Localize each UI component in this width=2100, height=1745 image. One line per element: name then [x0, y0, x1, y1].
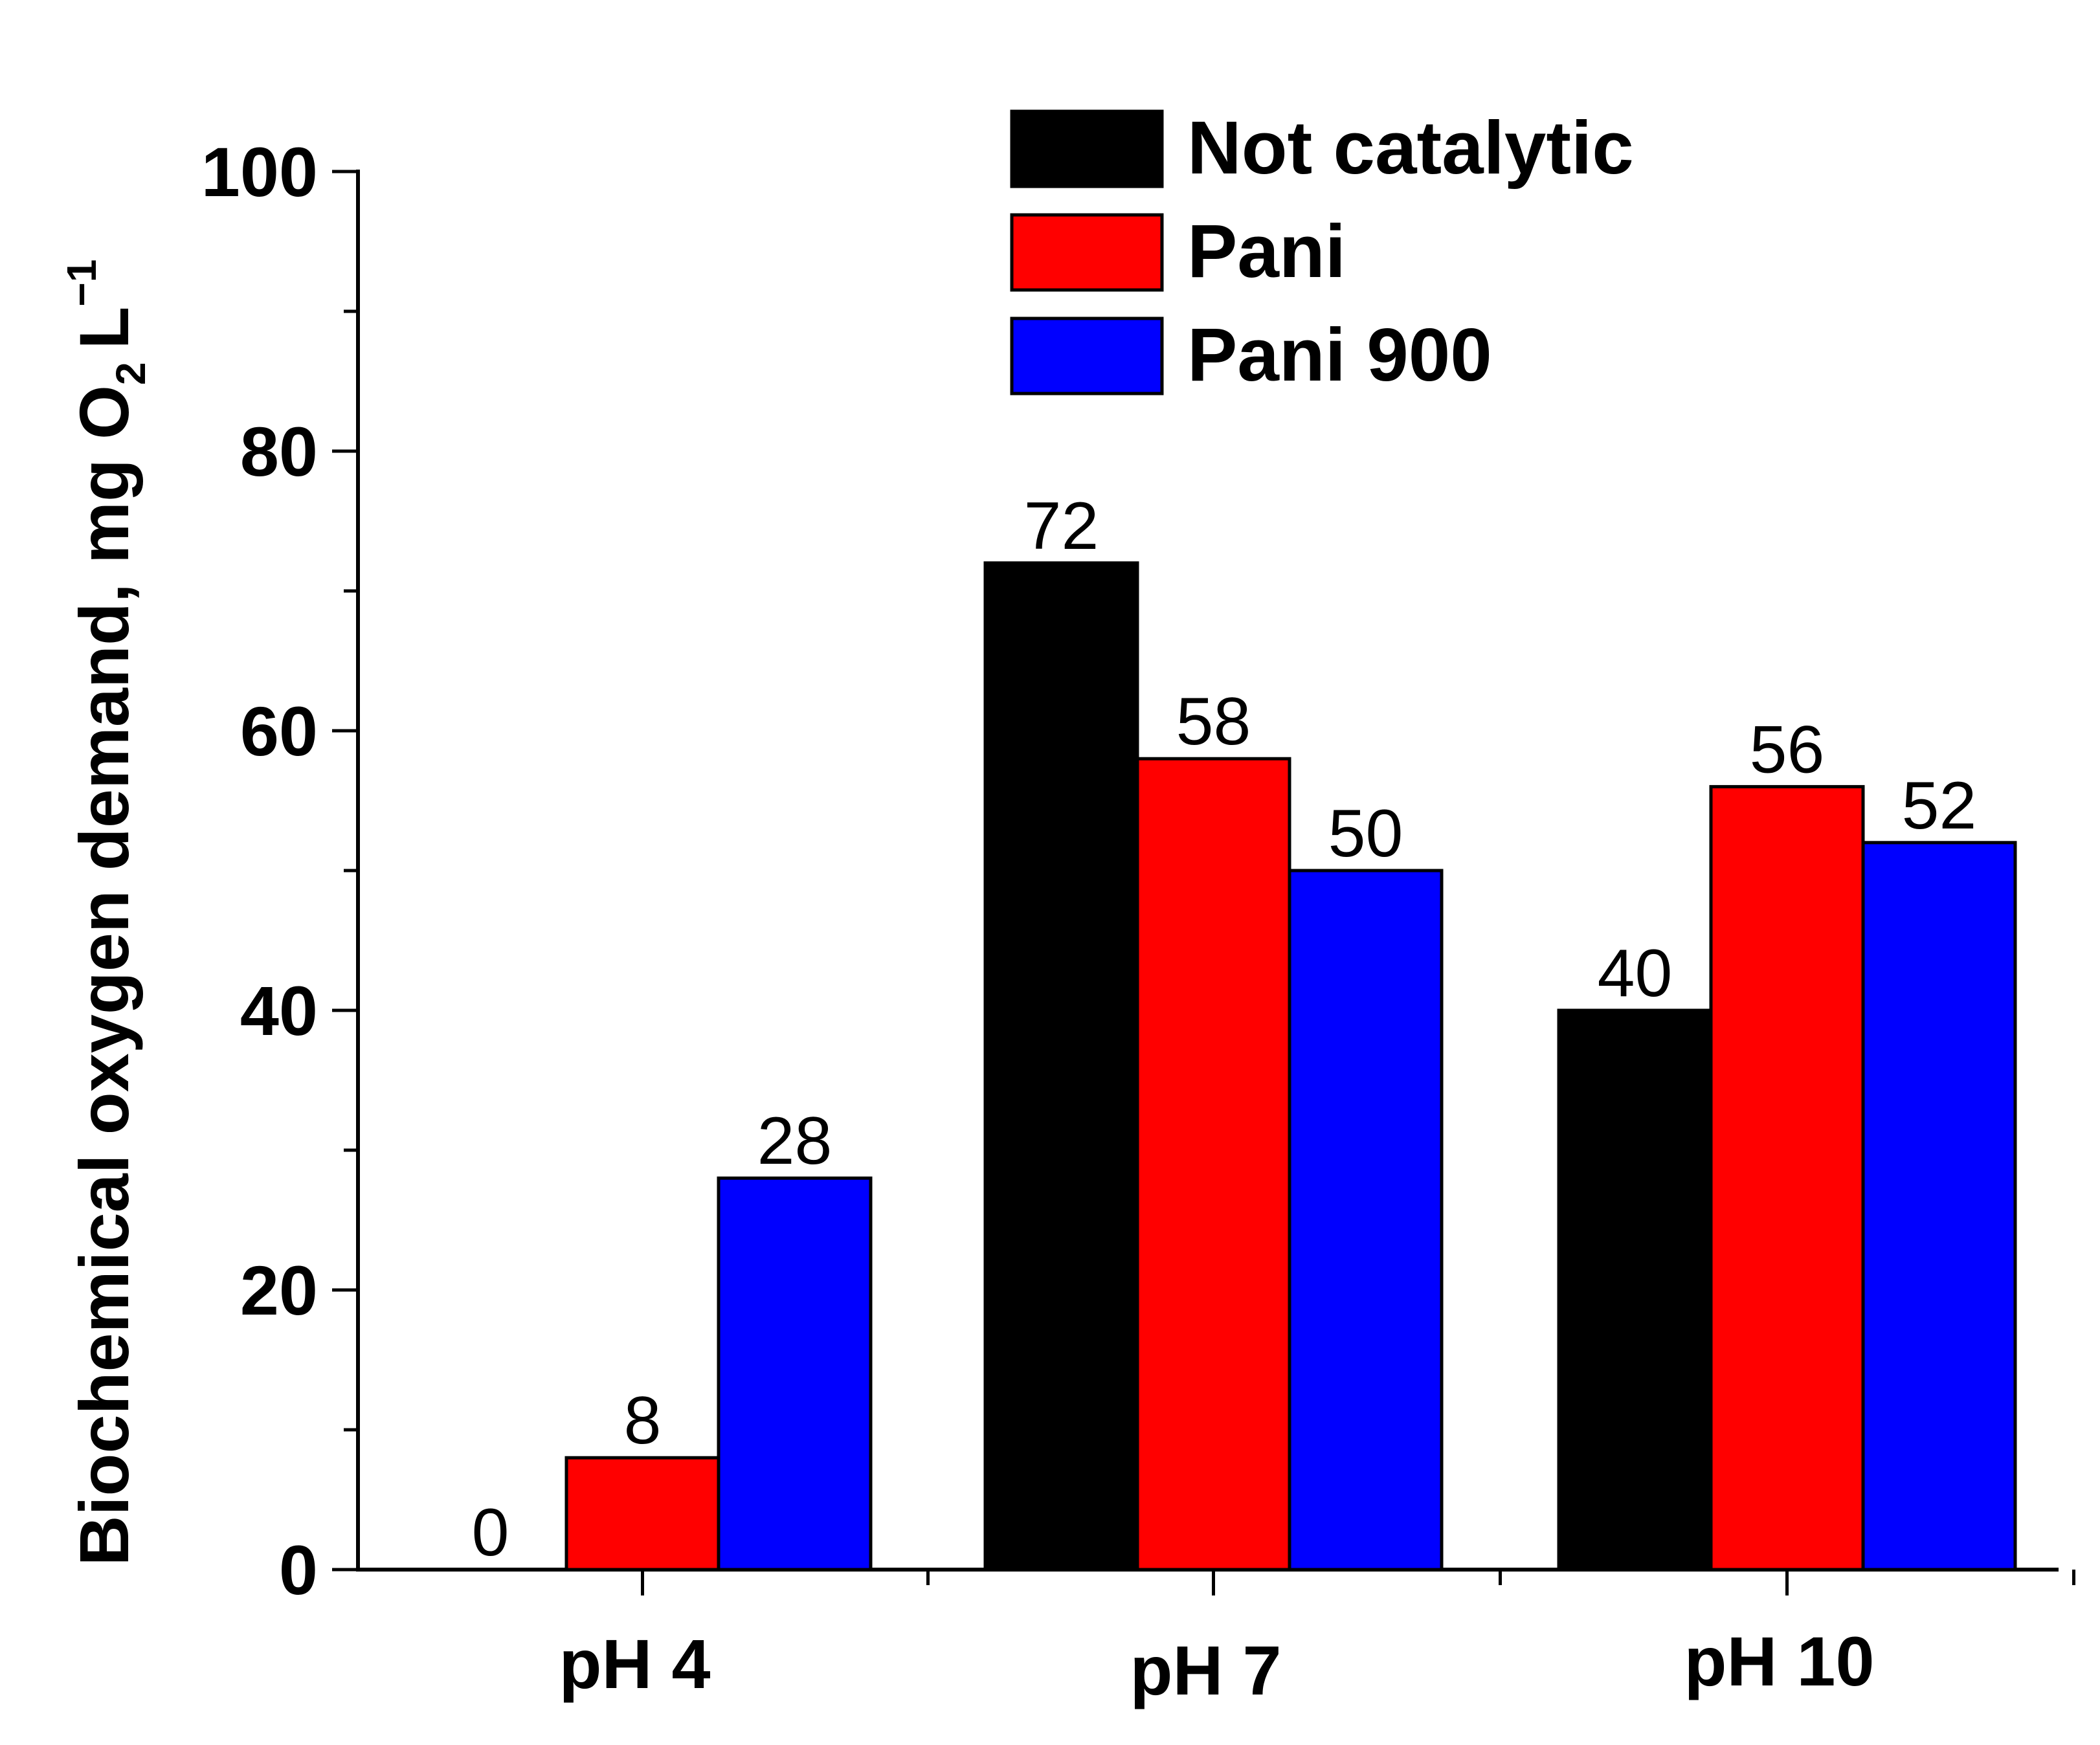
bar-value-label: 50 [1328, 796, 1403, 871]
legend-label: Pani [1187, 209, 1346, 293]
bar-value-label: 52 [1902, 768, 1977, 843]
x-category-label: pH 4 [559, 1625, 710, 1703]
y-axis-ticks: 0 20 40 60 80 100 [201, 133, 358, 1609]
y-axis-title: Biochemical oxygen demand, mg O2 L−1 [58, 260, 154, 1566]
legend-swatch [1010, 317, 1164, 395]
bar-value-label: 40 [1598, 936, 1673, 1011]
legend: Not catalytic Pani Pani 900 [1010, 106, 1634, 397]
bar-value-label: 8 [624, 1383, 662, 1458]
bar-value-label: 58 [1176, 684, 1251, 759]
y-axis-title-superscript: −1 [58, 260, 105, 307]
legend-swatch [1010, 109, 1164, 188]
bars [564, 561, 2017, 1572]
bar-value-label: 28 [757, 1104, 832, 1179]
bar [1288, 869, 1444, 1572]
data-labels: 0 72 40 8 58 56 28 50 52 [472, 489, 1977, 1570]
bar-value-label: 72 [1024, 489, 1099, 564]
legend-label: Not catalytic [1187, 106, 1634, 190]
x-category-label: pH 7 [1130, 1631, 1281, 1709]
bar [983, 561, 1139, 1572]
y-tick-label: 80 [240, 412, 318, 491]
bar [564, 1456, 720, 1572]
bar [1135, 757, 1291, 1572]
y-tick-label: 20 [240, 1251, 318, 1329]
x-axis-ticks: pH 4 pH 7 pH 10 [559, 1570, 2075, 1709]
y-tick-label: 40 [240, 972, 318, 1050]
bar-value-label: 56 [1750, 712, 1825, 787]
bar [717, 1176, 873, 1572]
y-tick-label: 0 [279, 1531, 318, 1609]
y-tick-label: 100 [201, 133, 318, 211]
bar [1557, 1008, 1713, 1572]
bar [1861, 841, 2017, 1572]
y-tick-label: 60 [240, 692, 318, 770]
legend-label: Pani 900 [1187, 313, 1492, 397]
y-axis-title-main: Biochemical oxygen demand, mg O [65, 385, 143, 1566]
bar [1709, 784, 1865, 1572]
y-axis-title-unit: L [65, 306, 143, 349]
y-axis-title-subscript: 2 [107, 362, 154, 385]
x-category-label: pH 10 [1684, 1622, 1874, 1700]
bar-value-label: 0 [472, 1495, 509, 1570]
legend-swatch [1010, 213, 1164, 292]
